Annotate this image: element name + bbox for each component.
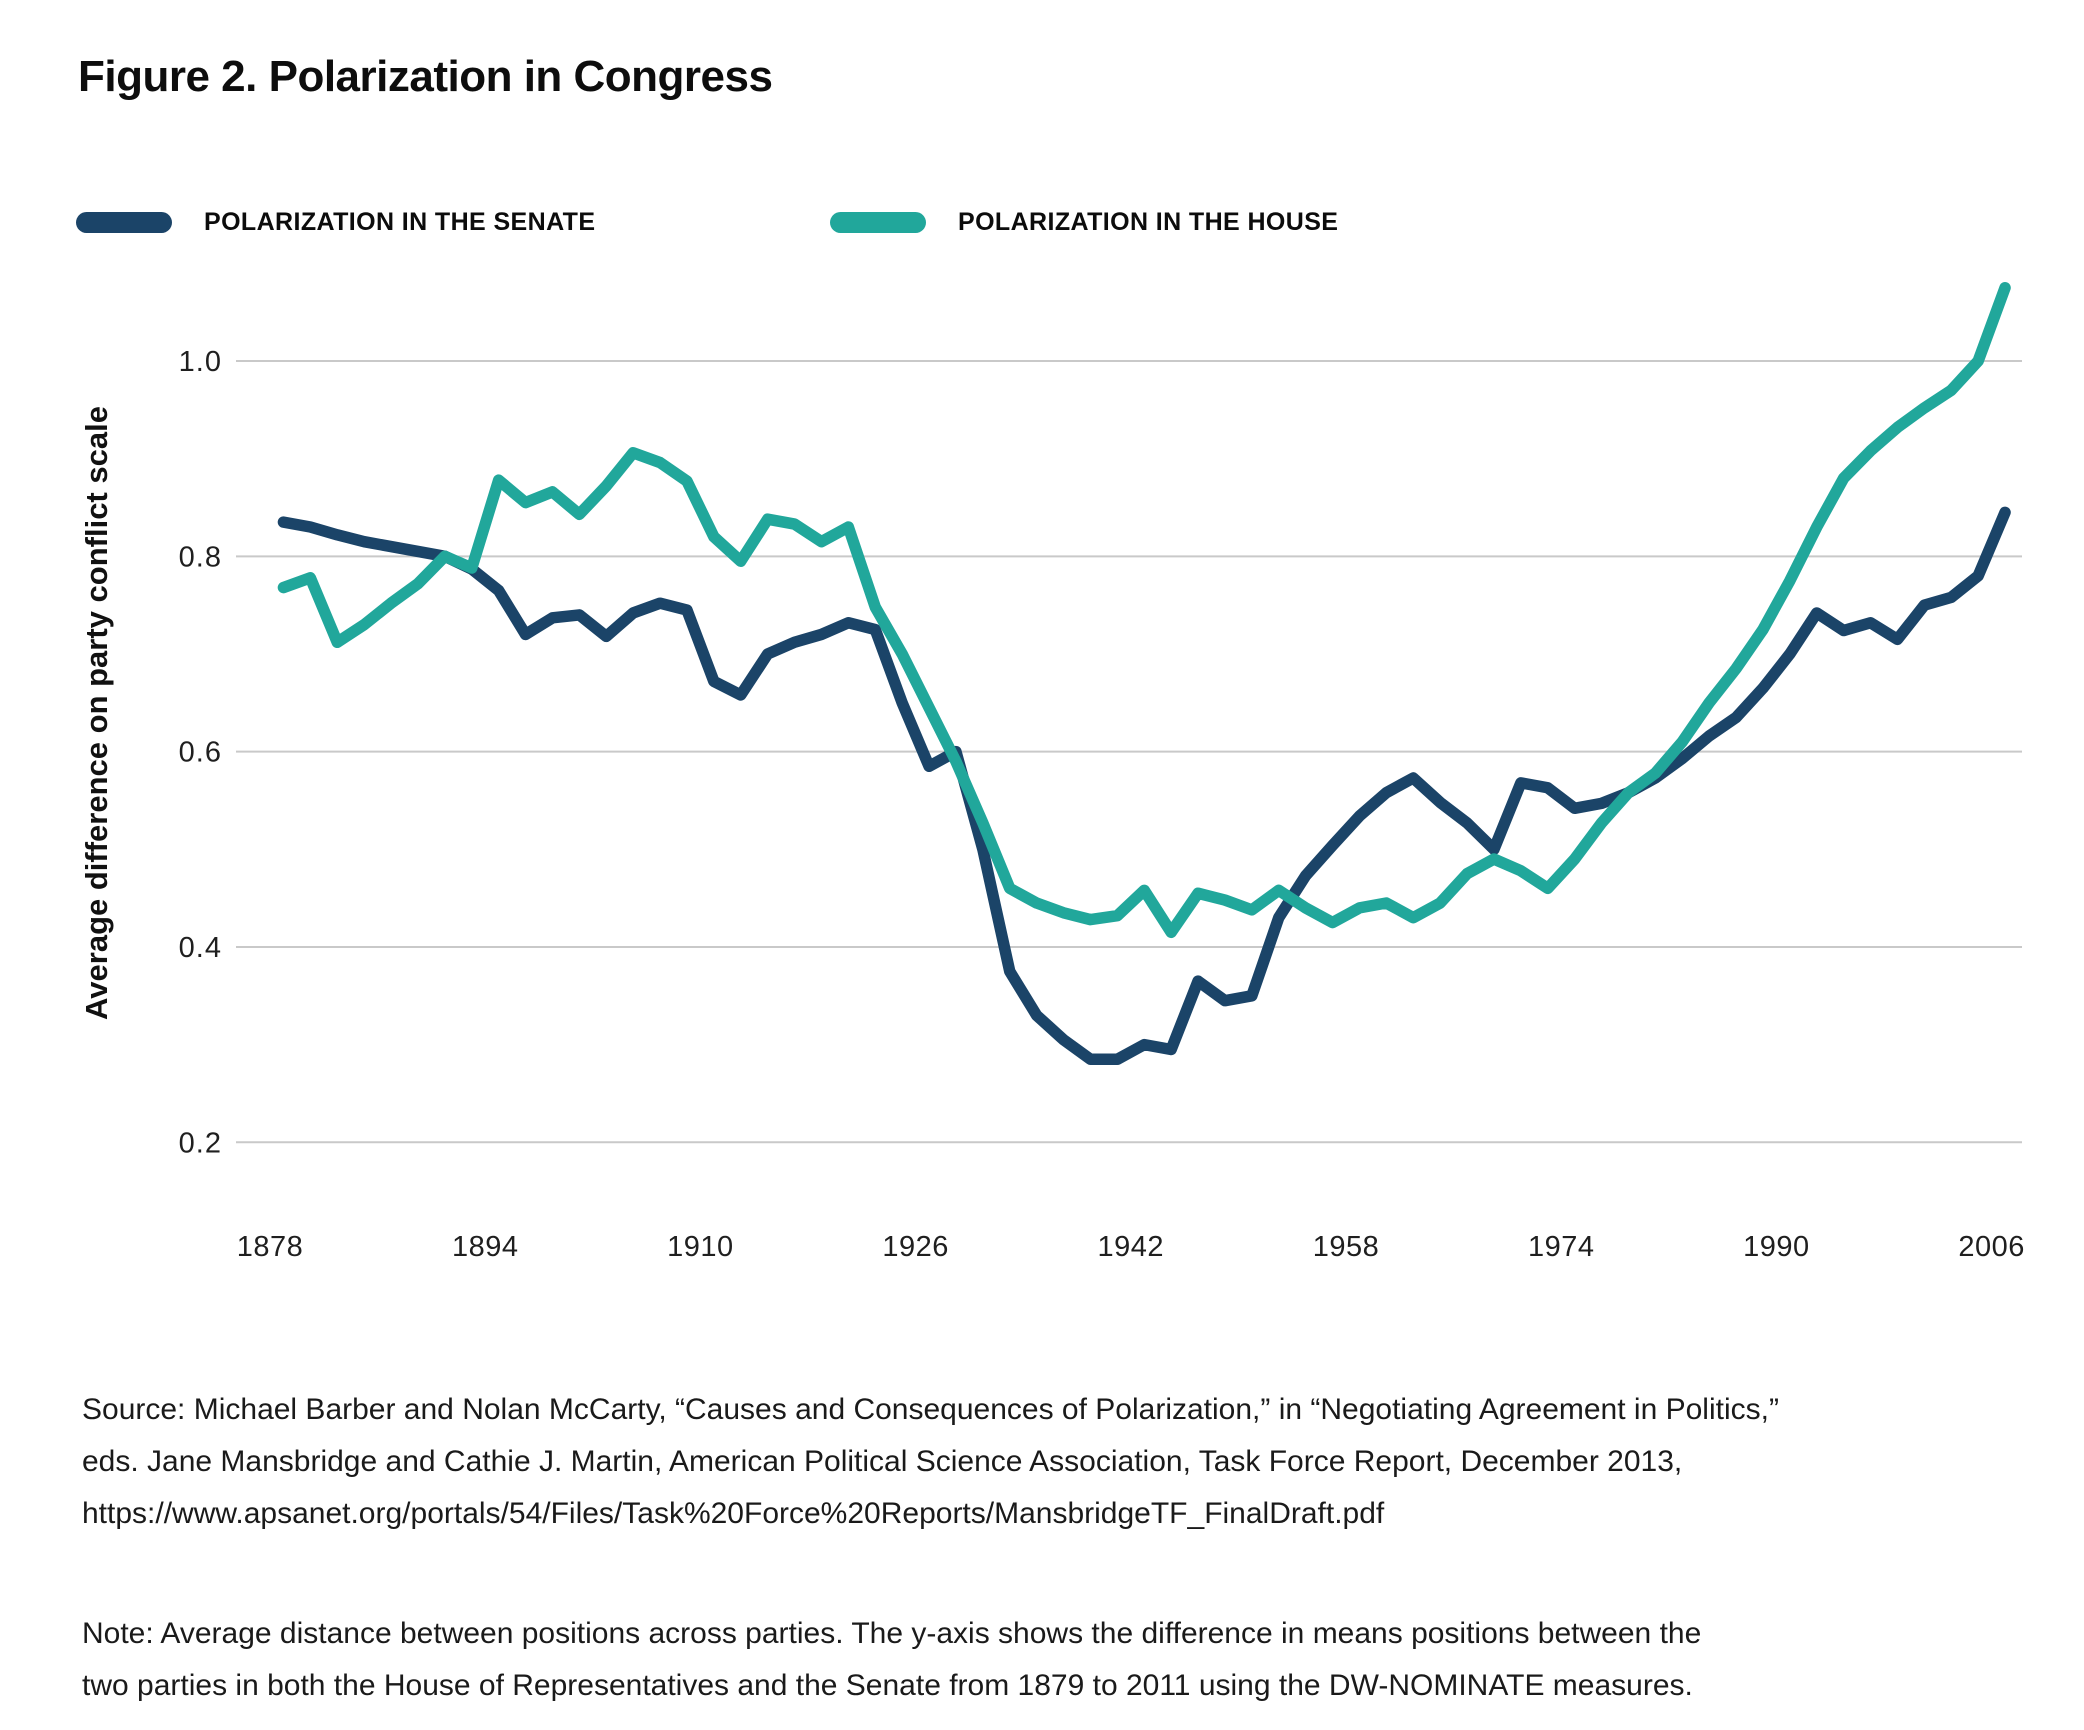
legend-label-senate: POLARIZATION IN THE SENATE — [204, 207, 596, 236]
legend-item-senate: POLARIZATION IN THE SENATE — [76, 202, 595, 242]
x-tick-1942: 1942 — [1098, 1231, 1165, 1263]
note-line: two parties in both the House of Represe… — [82, 1669, 1693, 1702]
x-tick-1878: 1878 — [237, 1231, 304, 1263]
x-tick-1958: 1958 — [1313, 1231, 1380, 1263]
y-tick-0.4: 0.4 — [179, 932, 222, 964]
polarization-line-chart: 0.2 0.4 0.6 0.8 1.0 1878 1894 1910 1926 1942 1958 1… — [179, 282, 2025, 1263]
senate-series-line — [277, 506, 2011, 1066]
y-tick-0.8: 0.8 — [179, 541, 222, 573]
y-tick-1: 1.0 — [179, 346, 222, 378]
figure-title: Figure 2. Polarization in Congress — [78, 52, 773, 101]
source-line: Source: Michael Barber and Nolan McCarty… — [82, 1393, 1779, 1426]
source-caption: Source: Michael Barber and Nolan McCarty… — [82, 1384, 1779, 1540]
x-tick-1894: 1894 — [452, 1231, 519, 1263]
senate-line-swatch-icon — [76, 211, 172, 233]
x-tick-2006: 2006 — [1958, 1231, 2025, 1263]
house-line-swatch-icon — [830, 211, 926, 233]
house-series-line — [277, 282, 2011, 939]
y-tick-0.2: 0.2 — [179, 1127, 222, 1159]
source-line: https://www.apsanet.org/portals/54/Files… — [82, 1497, 1385, 1530]
x-tick-1910: 1910 — [667, 1231, 734, 1263]
legend-label-house: POLARIZATION IN THE HOUSE — [958, 207, 1339, 236]
x-tick-1926: 1926 — [882, 1231, 949, 1263]
y-tick-0.6: 0.6 — [179, 737, 222, 769]
note-caption: Note: Average distance between positions… — [82, 1608, 1701, 1712]
legend-item-house: POLARIZATION IN THE HOUSE — [830, 202, 1338, 242]
note-line: Note: Average distance between positions… — [82, 1617, 1702, 1650]
x-tick-1990: 1990 — [1743, 1231, 1810, 1263]
x-tick-1974: 1974 — [1528, 1231, 1595, 1263]
source-line: eds. Jane Mansbridge and Cathie J. Marti… — [82, 1445, 1683, 1478]
